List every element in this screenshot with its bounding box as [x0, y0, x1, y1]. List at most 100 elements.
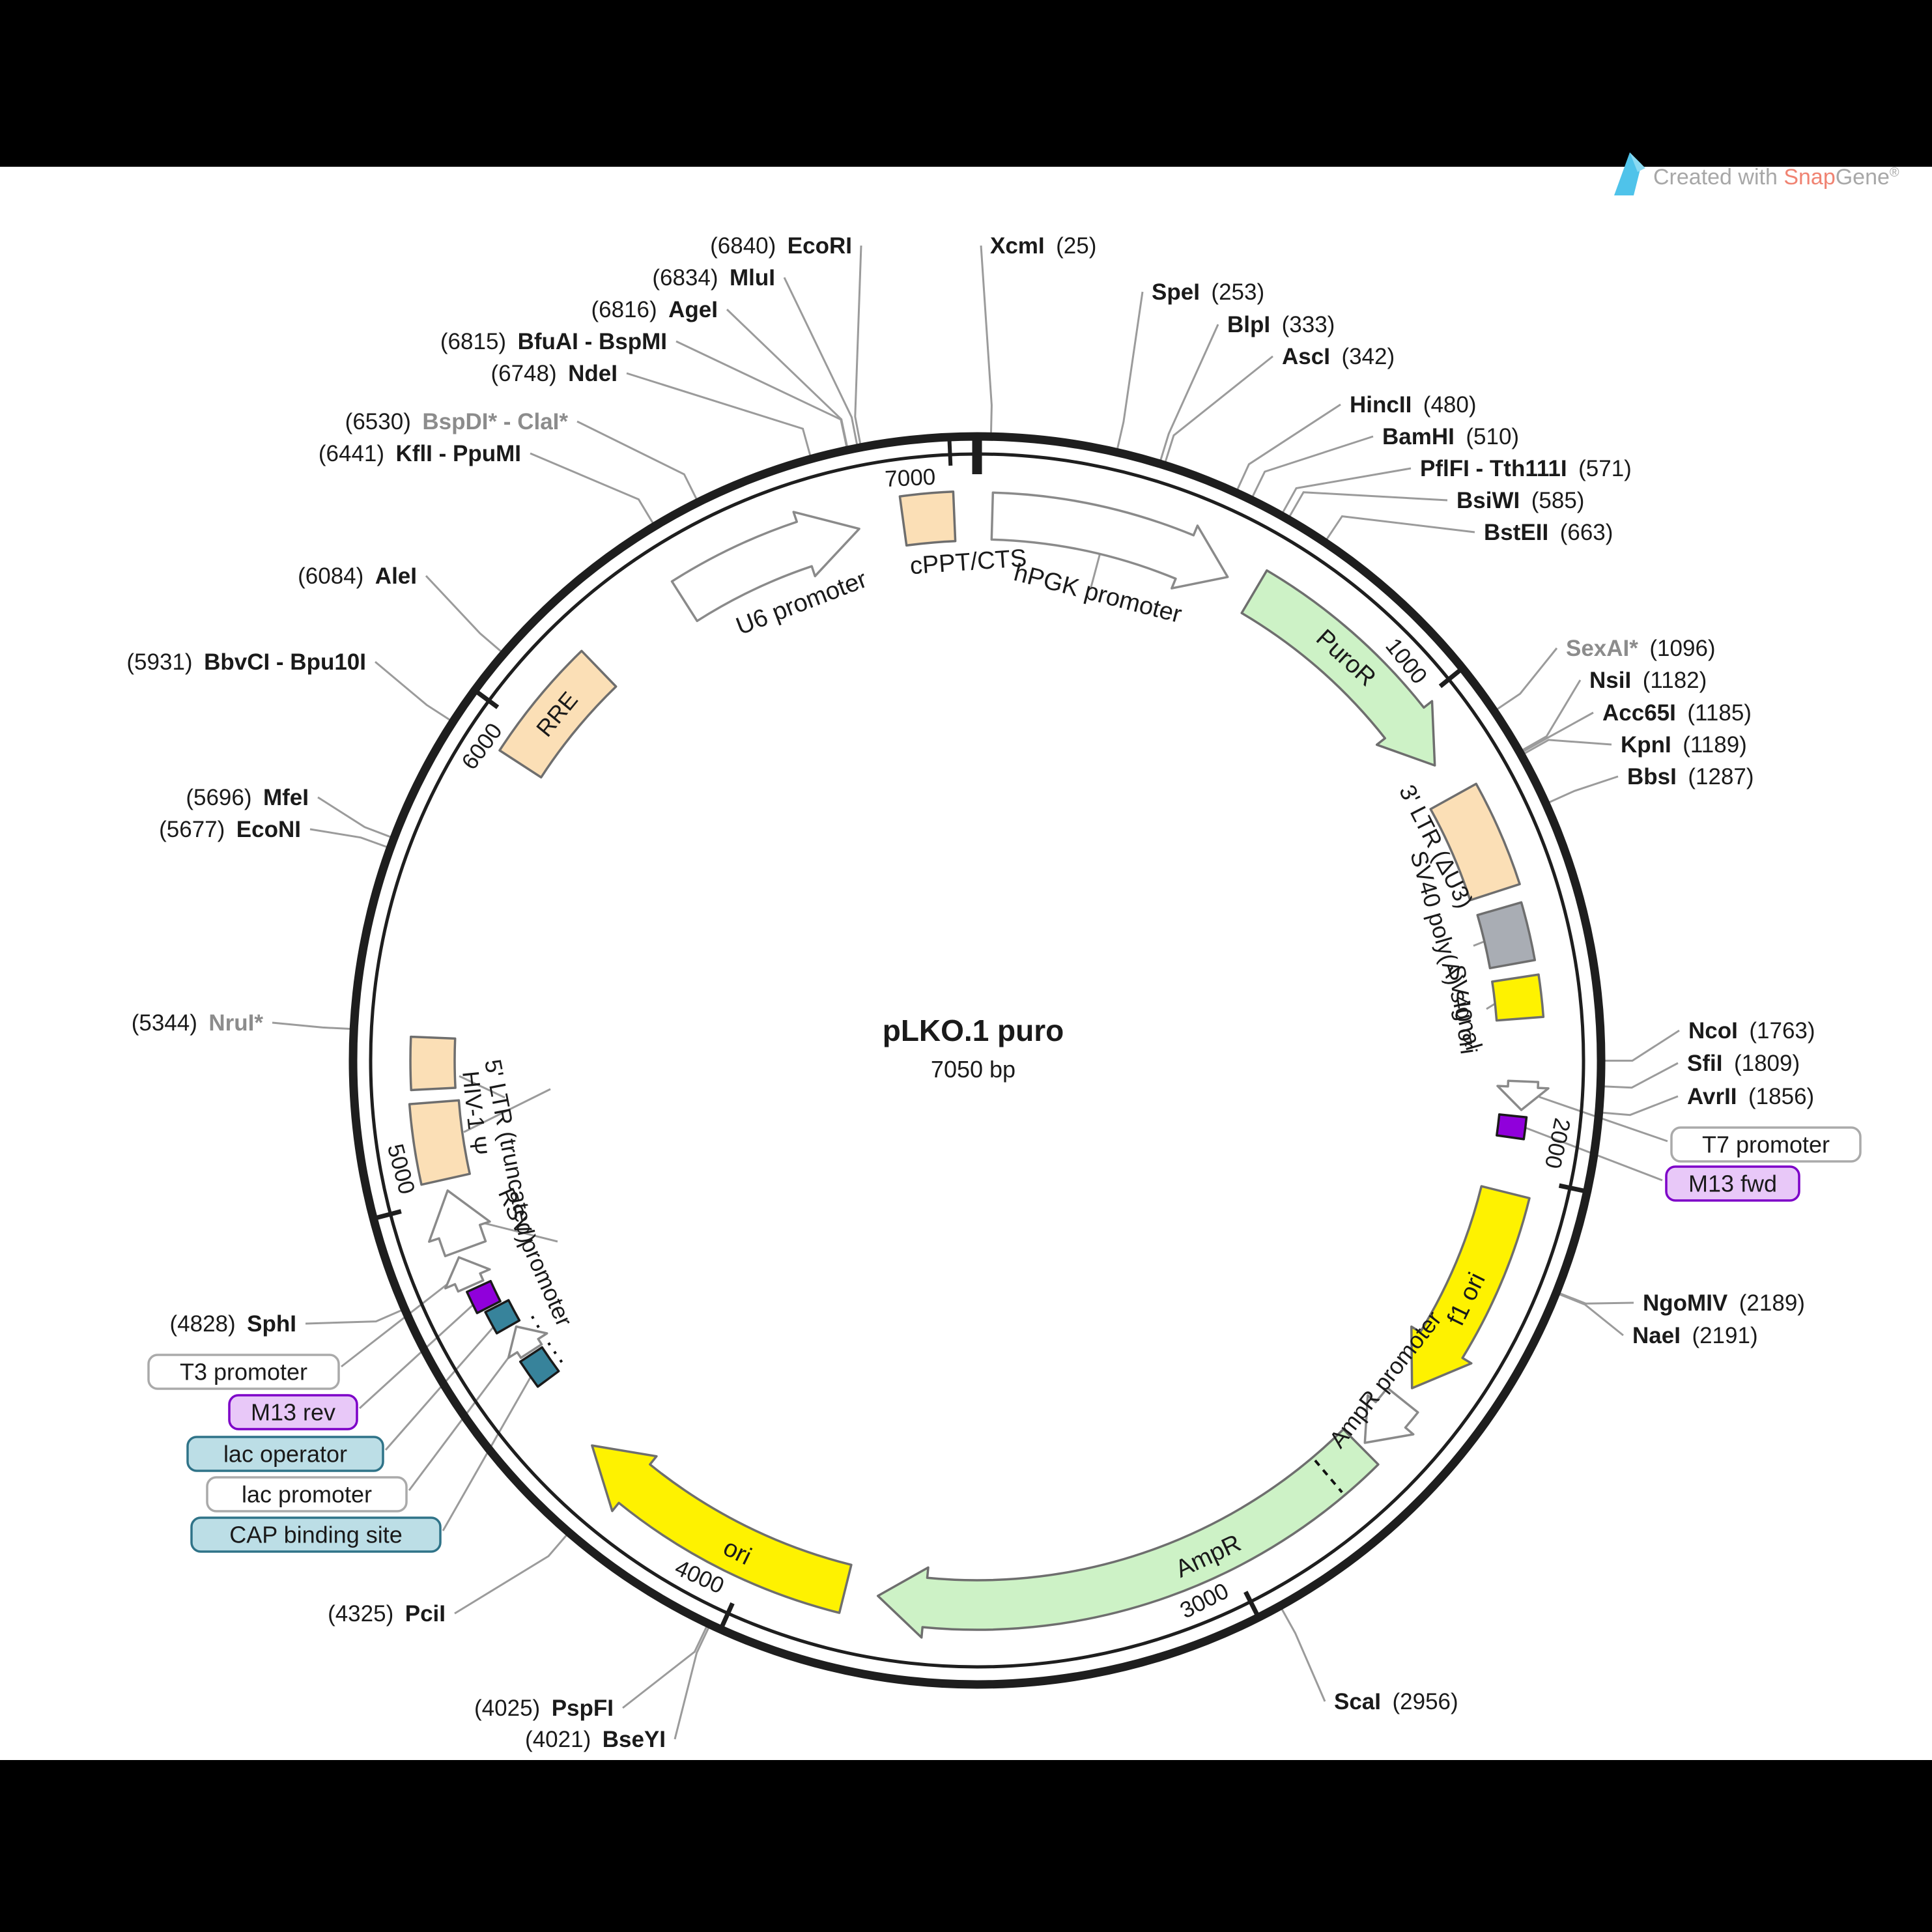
site-label-ndei: (6748) NdeI	[490, 361, 618, 386]
hpgk-promoter	[990, 491, 1229, 590]
rsv-leader	[479, 1221, 558, 1243]
site-label-ncoi: NcoI (1763)	[1688, 1018, 1815, 1044]
site-label-scai: ScaI (2956)	[1334, 1689, 1458, 1714]
tick-label-7000: 7000	[885, 464, 937, 492]
site-label-pcii: (4325) PciI	[328, 1601, 446, 1627]
tick-mark-4000	[719, 1602, 735, 1630]
psi-leader	[459, 1075, 505, 1099]
site-label-xcmi: XcmI (25)	[990, 233, 1096, 259]
lac-operator-tag-text: lac operator	[223, 1441, 347, 1468]
site-label-bbvci-bpu10i: (5931) BbvCI - Bpu10I	[126, 649, 366, 675]
site-leader-spei	[1116, 291, 1144, 451]
letterbox-bar-top	[0, 0, 1932, 167]
site-leader-sexai	[1495, 647, 1558, 711]
plasmid-size: 7050 bp	[931, 1056, 1016, 1083]
site-label-ecori: (6840) EcoRI	[710, 233, 852, 259]
site-leader-blpi	[1159, 324, 1219, 462]
site-leader-pflfi-tth111i	[1281, 467, 1412, 515]
tick-mark-3000	[1243, 1591, 1260, 1617]
site-leader-naei	[1557, 1292, 1624, 1337]
cap-binding-tag-text: CAP binding site	[229, 1522, 403, 1548]
site-label-spei: SpeI (253)	[1152, 279, 1264, 305]
site-leader-pcii	[454, 1533, 569, 1615]
site-leader-pspfi	[622, 1625, 709, 1709]
site-label-bspdi-clai: (6530) BspDI* - ClaI*	[345, 409, 569, 434]
watermark-brand-snap: Snap	[1783, 165, 1835, 190]
t3-promoter-tag-text: T3 promoter	[180, 1359, 307, 1385]
m13-rev-tag-box	[228, 1394, 358, 1430]
m13-fwd-tag-box	[1665, 1165, 1800, 1202]
site-label-bbsi: BbsI (1287)	[1627, 764, 1754, 789]
site-leader-sfii	[1602, 1062, 1679, 1089]
ltr5	[408, 1099, 471, 1186]
site-label-sfii: SfiI (1809)	[1687, 1051, 1800, 1076]
site-label-avrii: AvrII (1856)	[1687, 1084, 1814, 1109]
site-leader-mlui	[783, 277, 859, 447]
watermark-prefix: Created with	[1653, 165, 1783, 190]
letterbox-bar-bottom	[0, 1760, 1932, 1932]
features-layer	[408, 490, 1550, 1639]
site-leader-nsii	[1520, 679, 1582, 752]
tick-mark-1000	[1438, 667, 1463, 689]
tick-label-6000: 6000	[457, 718, 507, 774]
hpgk-leader	[1089, 550, 1102, 590]
cap-binding-glyph	[519, 1346, 560, 1388]
lac-operator-tag-box	[186, 1436, 384, 1472]
t3-promoter-glyph	[444, 1256, 491, 1293]
lac-operator-glyph	[484, 1299, 521, 1335]
cppt-cts	[898, 490, 957, 547]
site-label-naei: NaeI (2191)	[1632, 1323, 1758, 1348]
sv40-ori-label: SV40 ori	[1443, 963, 1483, 1055]
t3-promoter-tag-box	[147, 1354, 340, 1390]
site-leader-mfei	[317, 796, 393, 839]
site-leader-agei	[726, 308, 849, 449]
cppt-cts-label: cPPT/CTS	[909, 545, 1028, 580]
f1-ori	[1410, 1185, 1531, 1389]
site-leader-alei	[425, 575, 504, 653]
ori	[591, 1444, 853, 1614]
site-leader-bspdi-clai	[576, 420, 698, 502]
puror	[1240, 569, 1436, 767]
ltr3	[1429, 782, 1521, 902]
site-label-hincii: HincII (480)	[1350, 392, 1477, 418]
site-label-kpni: KpnI (1189)	[1621, 732, 1747, 758]
site-label-bsteii: BstEII (663)	[1484, 520, 1613, 545]
site-label-agei: (6816) AgeI	[591, 297, 718, 322]
t7-promoter-tag-box	[1670, 1126, 1862, 1163]
t7-leader	[1539, 1096, 1668, 1143]
t3-leader	[341, 1274, 459, 1368]
site-label-blpi: BlpI (333)	[1227, 312, 1335, 337]
tick-mark-7000	[947, 438, 953, 466]
site-label-mlui: (6834) MluI	[652, 265, 775, 291]
site-leader-ndei	[626, 372, 812, 457]
site-label-ngomiv: NgoMIV (2189)	[1643, 1290, 1805, 1316]
site-leader-kpni	[1522, 739, 1612, 756]
site-label-kfli-ppumi: (6441) KflI - PpuMI	[319, 441, 521, 466]
lac-dotted-arc	[530, 1314, 563, 1363]
site-label-nrui: (5344) NruI*	[132, 1010, 264, 1036]
site-leader-econi	[309, 828, 389, 849]
site-label-bamhi: BamHI (510)	[1382, 424, 1519, 449]
t7-promoter-glyph	[1496, 1079, 1550, 1111]
watermark-registered-mark: ®	[1890, 165, 1899, 180]
cap-binding-tag-box	[190, 1516, 442, 1553]
site-leader-bbsi	[1547, 775, 1619, 804]
site-leader-xcmi	[980, 245, 993, 435]
ampr-promoter	[1363, 1387, 1419, 1444]
watermark-text: Created with SnapGene®	[1653, 165, 1899, 190]
rsv-promoter	[428, 1189, 491, 1258]
site-label-bfuai-bspmi: (6815) BfuAI - BspMI	[440, 329, 667, 354]
site-leader-bsteii	[1325, 515, 1475, 541]
ampr	[876, 1428, 1380, 1639]
hiv1-psi	[409, 1035, 457, 1092]
tick-mark-6000	[474, 689, 500, 709]
site-label-pflfi-tth111i: PflFI - Tth111I (571)	[1420, 456, 1632, 481]
site-leader-bamhi	[1251, 435, 1374, 499]
sv40-ori	[1491, 973, 1545, 1022]
m13-rev-tag-text: M13 rev	[251, 1399, 335, 1426]
site-label-mfei: (5696) MfeI	[186, 785, 309, 810]
site-label-bsiwi: BsiWI (585)	[1456, 488, 1584, 513]
site-label-sexai: SexAI* (1096)	[1566, 636, 1716, 661]
